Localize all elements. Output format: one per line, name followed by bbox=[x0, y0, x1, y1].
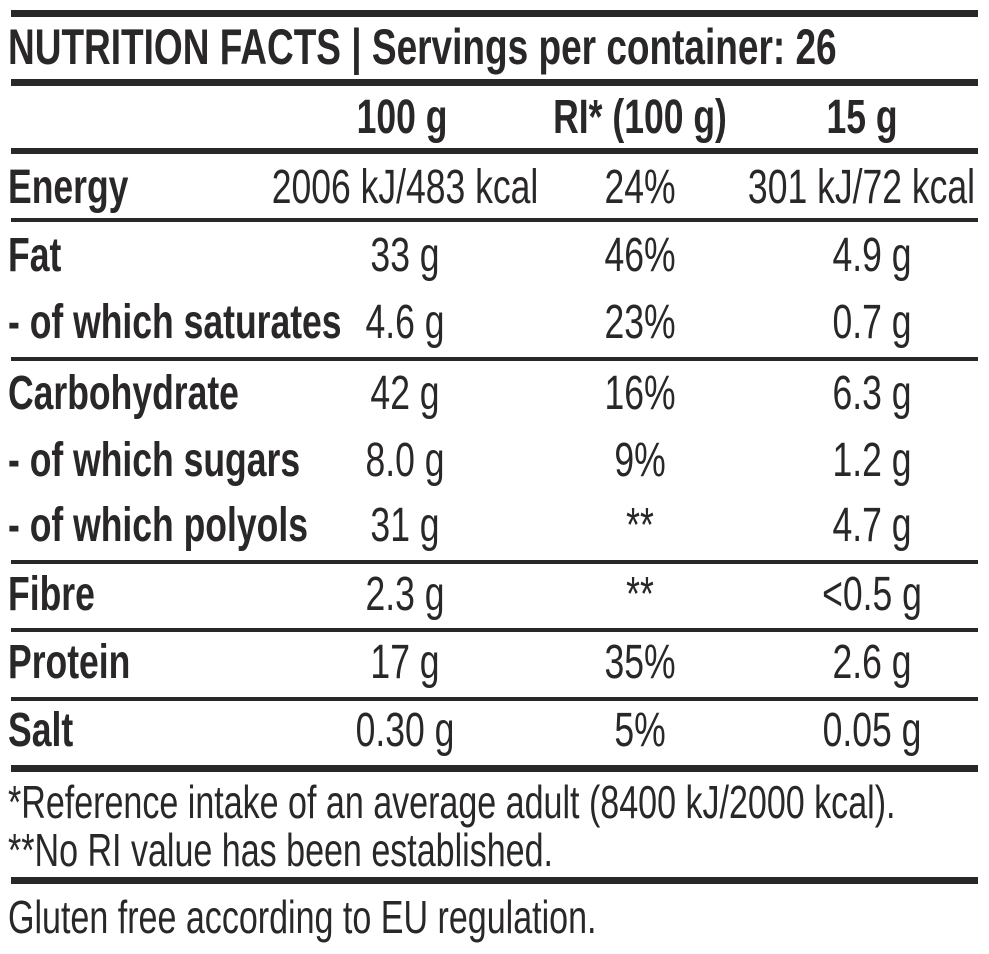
value-ri: ** bbox=[626, 499, 654, 552]
nutrient-label: - of which saturates bbox=[8, 296, 342, 349]
nutrient-label: Fibre bbox=[8, 568, 95, 621]
value-ri: 9% bbox=[614, 434, 666, 487]
row-divider bbox=[11, 560, 978, 564]
column-header-serving: 15 g bbox=[826, 91, 898, 144]
value-per-100g: 31 g bbox=[370, 499, 440, 552]
rule-title bbox=[11, 79, 978, 86]
row-divider bbox=[11, 628, 978, 632]
footnote-no-ri: **No RI value has been established. bbox=[8, 824, 553, 876]
nutrient-label: Carbohydrate bbox=[8, 367, 239, 420]
rule-top bbox=[11, 10, 978, 17]
value-per-serving: 301 kJ/72 kcal bbox=[747, 161, 975, 214]
value-per-100g: 0.30 g bbox=[355, 704, 455, 757]
nutrient-label: - of which sugars bbox=[8, 434, 301, 487]
value-per-100g: 33 g bbox=[370, 229, 440, 282]
row-divider bbox=[11, 218, 978, 222]
column-header-100g: 100 g bbox=[356, 91, 448, 144]
value-per-100g: 17 g bbox=[370, 636, 440, 689]
value-per-serving: 2.6 g bbox=[832, 636, 912, 689]
value-ri: 16% bbox=[604, 367, 676, 420]
value-per-100g: 4.6 g bbox=[365, 296, 445, 349]
footnote-ri: *Reference intake of an average adult (8… bbox=[8, 776, 896, 828]
nutrient-label: - of which polyols bbox=[8, 499, 308, 552]
nutrient-label: Salt bbox=[8, 704, 74, 757]
row-divider bbox=[11, 357, 978, 361]
value-ri: 23% bbox=[604, 296, 676, 349]
value-per-100g: 2.3 g bbox=[365, 568, 445, 621]
value-per-serving: 4.7 g bbox=[832, 499, 912, 552]
column-header-ri: RI* (100 g) bbox=[553, 91, 727, 144]
value-per-100g: 2006 kJ/483 kcal bbox=[271, 161, 539, 214]
value-per-serving: 6.3 g bbox=[832, 367, 912, 420]
nutrient-label: Energy bbox=[8, 161, 129, 214]
value-ri: 5% bbox=[614, 704, 666, 757]
rule-footnotes-bottom bbox=[11, 877, 978, 884]
value-ri: 35% bbox=[604, 636, 676, 689]
value-ri: 24% bbox=[604, 161, 676, 214]
rule-footnotes-top bbox=[11, 765, 978, 772]
value-ri: ** bbox=[626, 568, 654, 621]
nutrient-label: Fat bbox=[8, 229, 62, 282]
value-per-serving: 1.2 g bbox=[832, 434, 912, 487]
row-divider bbox=[11, 697, 978, 701]
value-per-100g: 42 g bbox=[370, 367, 440, 420]
gluten-note: Gluten free according to EU regulation. bbox=[8, 891, 597, 943]
value-ri: 46% bbox=[604, 229, 676, 282]
value-per-serving: 0.05 g bbox=[822, 704, 922, 757]
rule-header bbox=[11, 148, 978, 154]
value-per-serving: 0.7 g bbox=[832, 296, 912, 349]
nutrient-label: Protein bbox=[8, 636, 131, 689]
page-title: NUTRITION FACTS | Servings per container… bbox=[8, 19, 837, 75]
value-per-100g: 8.0 g bbox=[365, 434, 445, 487]
value-per-serving: <0.5 g bbox=[822, 568, 922, 621]
value-per-serving: 4.9 g bbox=[832, 229, 912, 282]
